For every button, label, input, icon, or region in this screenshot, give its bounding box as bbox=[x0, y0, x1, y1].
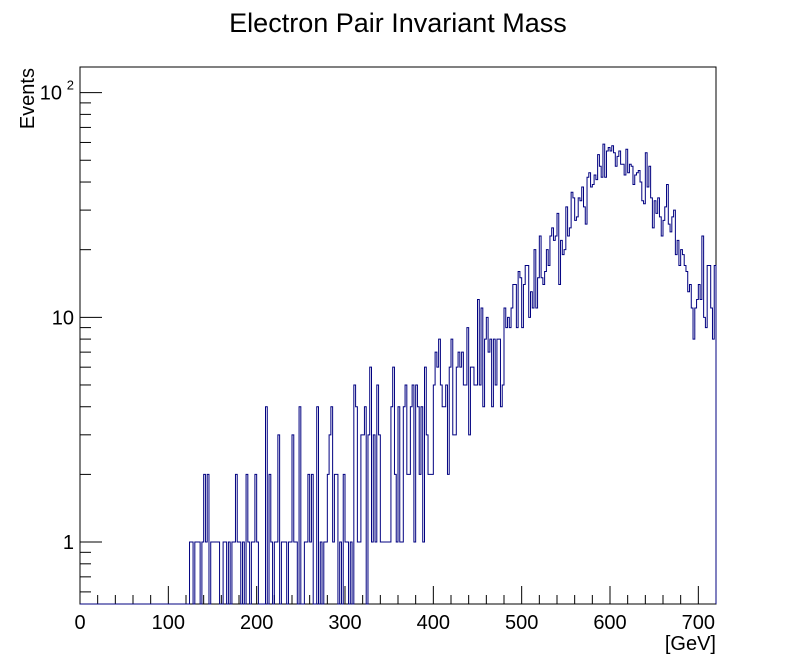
x-tick-label: 600 bbox=[593, 612, 626, 634]
x-tick-label: 500 bbox=[505, 612, 538, 634]
y-tick-label: 10 bbox=[52, 307, 74, 329]
y-tick-exponent: 2 bbox=[67, 78, 74, 93]
x-tick-label: 100 bbox=[152, 612, 185, 634]
plot-area: 0 100 200 300 400 500 600 700 1 10 10 2 bbox=[40, 66, 717, 634]
x-tick-label: 700 bbox=[682, 612, 715, 634]
chart-title: Electron Pair Invariant Mass bbox=[229, 8, 567, 38]
x-tick-label: 200 bbox=[240, 612, 273, 634]
histogram-series bbox=[80, 143, 717, 605]
x-axis-label: [GeV] bbox=[665, 633, 716, 655]
y-tick-label: 1 bbox=[63, 532, 74, 554]
y-tick-label: 10 bbox=[40, 83, 62, 105]
x-tick-label: 0 bbox=[74, 612, 85, 634]
y-axis-label: Events bbox=[17, 68, 39, 129]
x-tick-label: 300 bbox=[328, 612, 361, 634]
x-tick-label: 400 bbox=[417, 612, 450, 634]
